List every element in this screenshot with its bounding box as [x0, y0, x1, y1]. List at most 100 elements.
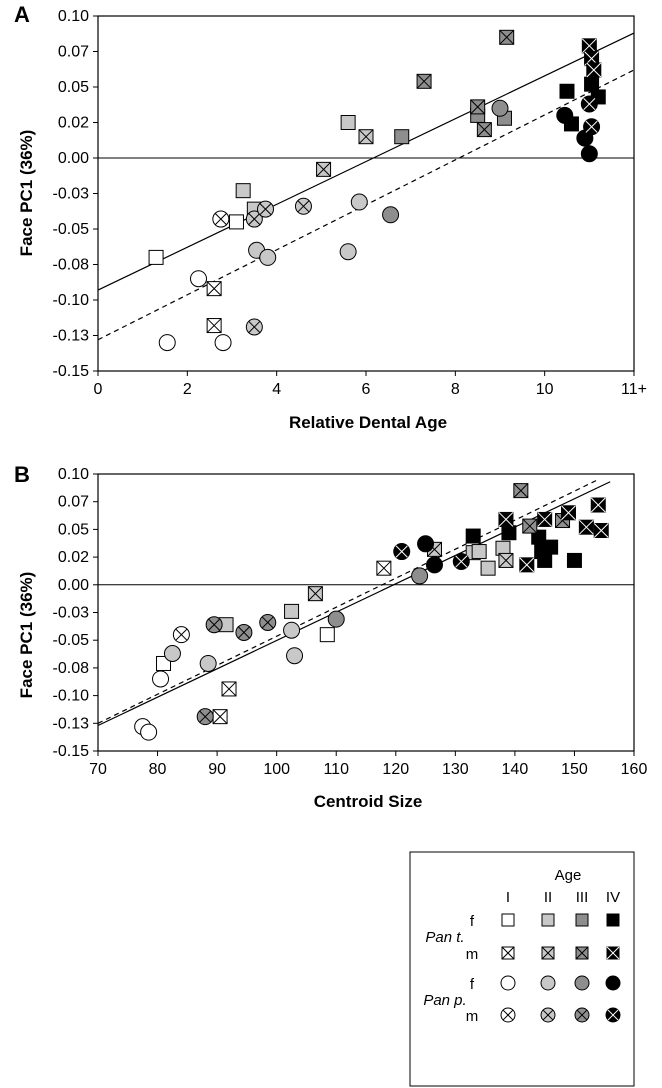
panel-b-data-point	[519, 557, 535, 573]
panel-b-data-point	[163, 644, 181, 662]
legend-marker	[574, 1007, 590, 1023]
panel-a-data-point	[491, 99, 509, 117]
panel-b-data-point	[498, 511, 514, 527]
panel-b-x-tick-label: 130	[442, 761, 469, 778]
legend-marker	[605, 975, 621, 991]
panel-b-data-point	[283, 621, 301, 639]
panel-a-data-point	[580, 145, 598, 163]
panel-a-y-tick-label: -0.15	[53, 363, 90, 380]
panel-a-data-point	[148, 249, 164, 265]
panel-a-x-tick-label: 11+	[621, 381, 647, 398]
panel-a-y-tick-label: -0.03	[53, 186, 90, 203]
panel-a-data-point	[339, 243, 357, 261]
panel-b-data-point	[593, 523, 609, 539]
legend-markers	[500, 913, 621, 1023]
legend-species-label: Pan p.	[423, 992, 466, 1009]
legend-species-label: Pan t.	[425, 929, 464, 946]
legend-marker	[540, 975, 556, 991]
panel-a-x-tick-label: 8	[451, 381, 460, 398]
panel-b-plot: -0.15 -0.13 -0.10 -0.08 -0.05 -0.03 0.00 0.02 0.…	[53, 466, 648, 778]
panel-b-data-point	[235, 623, 253, 641]
panel-b-y-tick-label: 0.00	[58, 577, 89, 594]
panel-b-data-point	[152, 670, 170, 688]
panel-a-data-point	[190, 270, 207, 288]
panel-b-data-point	[259, 613, 277, 631]
panel-b-data-point	[221, 681, 237, 697]
panel-a: A Face PC1 (36%) Relative Dental Age -0.…	[14, 2, 647, 432]
legend-col-label: III	[576, 889, 589, 906]
panel-a-letter: A	[14, 2, 30, 27]
legend-marker	[500, 975, 516, 991]
panel-b-data-point	[543, 539, 559, 555]
panel-a-x-tick-label: 6	[362, 381, 371, 398]
panel-a-data-point	[340, 115, 356, 130]
legend-marker	[606, 913, 620, 927]
legend-marker	[605, 1007, 621, 1023]
legend-col-label: IV	[606, 889, 620, 906]
panel-b-y-tick-label: 0.02	[58, 549, 89, 566]
panel-b-data-point	[327, 610, 345, 628]
panel-b-regression-line-dashed	[98, 479, 599, 724]
panel-a-data-point	[235, 183, 251, 199]
legend-marker	[606, 946, 620, 960]
panel-a-data-point	[294, 197, 312, 215]
legend-marker	[500, 1007, 516, 1023]
panel-a-data-point	[580, 95, 598, 113]
panel-a-data-point	[228, 214, 244, 230]
panel-b-x-tick-label: 100	[263, 761, 290, 778]
panel-a-y-tick-label: 0.02	[58, 115, 89, 132]
panel-a-data-point	[583, 118, 601, 136]
panel-b-data-point	[560, 505, 576, 521]
panel-b-x-tick-label: 150	[561, 761, 588, 778]
panel-b-y-tick-label: -0.08	[53, 660, 90, 677]
legend-marker	[501, 946, 515, 960]
panel-a-data-point	[559, 83, 575, 99]
legend-marker	[541, 946, 555, 960]
panel-b-x-tick-label: 80	[149, 761, 167, 778]
panel-b-data-point	[465, 528, 481, 544]
panel-a-data-point	[245, 210, 263, 228]
panel-a-data-point	[212, 210, 230, 228]
panel-a-y-tick-label: -0.05	[53, 221, 90, 238]
panel-a-data-point	[245, 318, 263, 336]
panel-a-y-tick-label: 0.07	[58, 44, 89, 61]
panel-a-x-axis-title: Relative Dental Age	[289, 413, 447, 432]
panel-b-data-point	[205, 616, 223, 634]
panel-b-plot-frame	[97, 473, 635, 752]
panel-b-data-point	[471, 544, 487, 560]
panel-a-x-tick-label: 0	[94, 381, 103, 398]
panel-a-data-point	[584, 76, 600, 92]
panel-b-data-point	[590, 497, 606, 513]
legend-marker	[541, 913, 555, 927]
panel-b-x-tick-label: 120	[382, 761, 409, 778]
panel-a-y-tick-label: -0.13	[53, 328, 90, 345]
panel-b-data-point	[172, 626, 190, 644]
panel-a-x-tick-label: 10	[536, 381, 554, 398]
legend-col-label: I	[506, 889, 510, 906]
legend-marker	[575, 946, 589, 960]
panel-a-data-point	[416, 73, 432, 89]
panel-b-data-point	[199, 654, 217, 672]
panel-b-data-point	[417, 535, 435, 553]
panel-a-plot: -0.15 -0.13 -0.10 -0.08 -0.05 -0.03 0.00 0.02 0.…	[53, 8, 647, 398]
panel-a-data-point	[206, 281, 222, 297]
legend-sex-label: m	[466, 1008, 479, 1025]
panel-a-x-tick-label: 4	[272, 381, 281, 398]
panel-b-data-point	[319, 627, 335, 643]
panel-b-data-point	[480, 560, 496, 576]
panel-a-data-point	[581, 38, 597, 54]
panel-a-y-tick-label: -0.10	[53, 292, 90, 309]
panel-b-x-tick-label: 160	[621, 761, 648, 778]
panel-b-data-point	[452, 553, 470, 571]
panel-a-plot-frame	[97, 15, 635, 372]
panel-b-y-tick-label: -0.13	[53, 715, 90, 732]
legend-marker	[574, 975, 590, 991]
panel-a-data-area	[98, 29, 634, 352]
panel-a-y-axis-title: Face PC1 (36%)	[17, 130, 36, 257]
panel-a-data-point	[259, 248, 277, 266]
panel-a-data-point	[214, 334, 232, 352]
panel-b-data-point	[501, 525, 517, 541]
panel-b-y-tick-label: 0.10	[58, 466, 89, 483]
panel-b-x-tick-label: 110	[323, 761, 349, 778]
